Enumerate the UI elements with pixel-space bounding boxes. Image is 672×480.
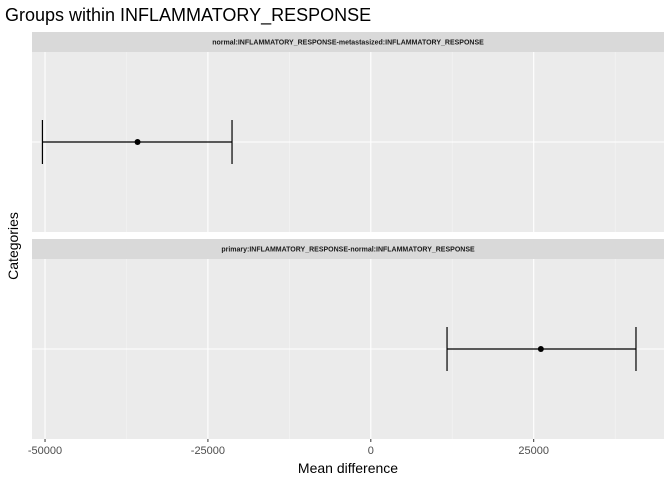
- facet-panels: normal:INFLAMMATORY_RESPONSE-metastasize…: [32, 32, 664, 439]
- chart-title: Groups within INFLAMMATORY_RESPONSE: [5, 5, 371, 26]
- facet-strip: [32, 239, 664, 259]
- facet-strip-label: normal:INFLAMMATORY_RESPONSE-metastasize…: [212, 40, 484, 47]
- x-tick-label: -50000: [28, 445, 62, 457]
- x-tick-label: -25000: [191, 445, 225, 457]
- x-axis-title: Mean difference: [298, 460, 398, 476]
- estimate-point: [537, 346, 544, 352]
- x-tick-label: 25000: [518, 445, 549, 457]
- x-axis: -50000 -25000 0 25000: [28, 439, 549, 457]
- estimate-point: [134, 139, 141, 145]
- facet-strip: [32, 32, 664, 52]
- y-axis-title: Categories: [5, 212, 21, 280]
- x-tick-label: 0: [368, 445, 374, 457]
- facet-strip-label: primary:INFLAMMATORY_RESPONSE-normal:INF…: [221, 247, 475, 254]
